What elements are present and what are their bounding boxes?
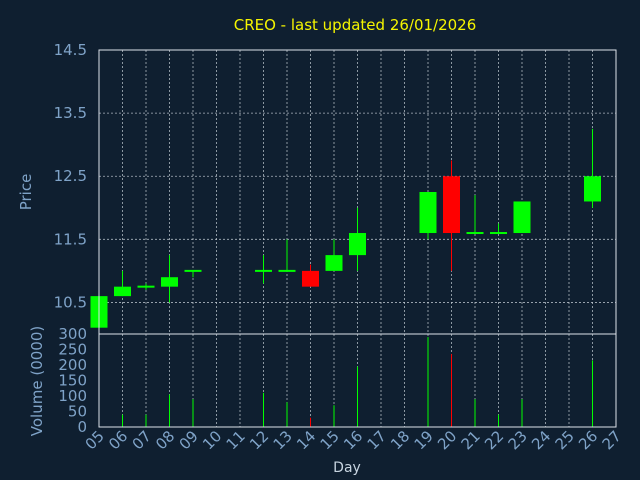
x-tick-label: 12 [246,427,272,453]
candle-body [419,192,437,234]
x-tick-label: 25 [552,427,578,453]
price-tick-label: 10.5 [54,293,87,311]
price-tick-label: 14.5 [54,41,87,59]
candle-body [184,269,202,272]
volume-tick-label: 0 [77,418,87,436]
x-axis-label: Day [333,460,361,476]
volume-tick-label: 150 [58,372,87,390]
candle-body [278,269,296,272]
volume-frame [98,333,617,428]
volume-tick-label: 50 [68,403,87,421]
x-tick-label: 09 [176,427,202,453]
price-tick-label: 12.5 [54,167,87,185]
x-tick-label: 19 [411,427,437,453]
price-panel: 10.5 11.5 12.5 13.5 14.5 [54,41,617,335]
volume-axis-label: Volume (0000) [28,326,46,436]
candle-body [443,176,460,234]
x-tick-label: 23 [505,427,531,453]
x-tick-label: 14 [293,427,319,453]
x-tick-label: 07 [129,427,155,453]
x-tick-label: 20 [434,427,460,453]
candle-body [302,270,319,287]
x-tick-label: 13 [270,427,296,453]
candle-body [490,232,507,235]
volume-tick-label: 200 [58,356,87,374]
x-tick-label: 18 [387,427,413,453]
x-tick-label: 11 [223,427,249,453]
price-axis-label: Price [17,174,35,211]
candle-body [466,232,484,235]
x-tick-label: 27 [599,427,625,453]
candle-body [161,277,178,287]
candle-body [584,176,601,202]
volume-tick-label: 300 [58,325,87,343]
x-tick-label: 08 [152,427,178,453]
price-tick-label: 13.5 [54,104,87,122]
x-tick-label: 06 [105,427,131,453]
x-tick-label: 22 [481,427,507,453]
volume-tick-label: 250 [58,341,87,359]
volume-tick-label: 100 [58,387,87,405]
x-tick-label: 16 [340,427,366,453]
x-axis: 0506070809101112131415161718192021222324… [82,427,625,453]
x-tick-label: 24 [528,427,554,453]
candle-body [325,255,343,271]
x-tick-label: 10 [199,427,225,453]
x-tick-label: 17 [364,427,390,453]
x-tick-label: 21 [458,427,484,453]
candle-body [255,269,272,272]
chart-title: CREO - last updated 26/01/2026 [234,16,477,34]
candle-body [114,286,131,297]
x-tick-label: 26 [575,427,601,453]
candle-body [349,233,366,256]
x-tick-label: 15 [317,427,343,453]
candle-body [137,285,155,288]
price-tick-label: 11.5 [54,230,87,248]
candle-body [513,201,531,234]
